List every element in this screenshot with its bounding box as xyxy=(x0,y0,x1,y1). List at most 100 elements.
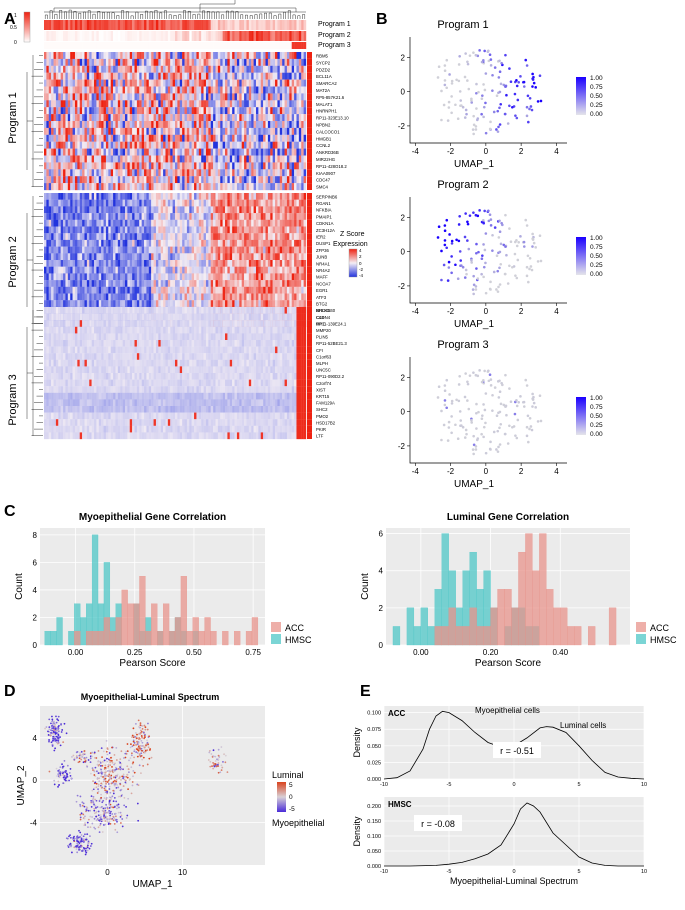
heatmap-cell xyxy=(165,114,169,122)
heatmap-cell xyxy=(225,307,228,314)
annotation-cell xyxy=(46,42,49,49)
heatmap-cell xyxy=(244,79,247,87)
heatmap-cell xyxy=(217,183,221,191)
heatmap-cell xyxy=(63,253,66,261)
heatmap-cell xyxy=(170,273,173,281)
heatmap-cell xyxy=(225,266,228,274)
heatmap-cell xyxy=(291,141,295,149)
annotation-cell xyxy=(186,31,190,41)
heatmap-cell xyxy=(175,127,178,135)
heatmap-cell xyxy=(241,183,245,191)
heatmap-cell xyxy=(244,286,247,294)
heatmap-cell xyxy=(284,52,288,60)
heatmap-cell xyxy=(217,155,221,163)
heatmap-cell xyxy=(136,266,140,274)
heatmap-cell xyxy=(251,127,254,135)
heatmap-cell xyxy=(51,72,54,80)
heatmap-cell xyxy=(246,293,249,301)
heatmap-cell xyxy=(291,246,295,254)
heatmap-cell xyxy=(84,162,88,170)
heatmap-cell xyxy=(148,72,152,80)
heatmap-cell xyxy=(72,280,76,287)
heatmap-cell xyxy=(165,169,169,177)
heatmap-cell xyxy=(60,107,64,115)
heatmap-cell xyxy=(220,219,223,227)
heatmap-cell xyxy=(110,226,114,234)
heatmap-cell xyxy=(203,273,207,281)
heatmap-cell xyxy=(113,100,116,108)
heatmap-cell xyxy=(229,280,233,287)
heatmap-cell xyxy=(115,79,118,87)
heatmap-cell xyxy=(289,239,292,247)
heatmap-cell xyxy=(298,307,302,314)
heatmap-cell xyxy=(303,226,307,234)
heatmap-cell xyxy=(158,239,161,247)
heatmap-cell xyxy=(270,206,273,214)
heatmap-cell xyxy=(160,300,164,308)
heatmap-cell xyxy=(134,141,138,149)
heatmap-cell xyxy=(222,253,226,261)
heatmap-cell xyxy=(79,226,83,234)
heatmap-cell xyxy=(296,148,300,156)
heatmap-cell xyxy=(146,253,149,261)
heatmap-cell xyxy=(144,307,147,314)
heatmap-cell xyxy=(165,155,169,163)
heatmap-cell xyxy=(98,176,102,184)
heatmap-cell xyxy=(284,86,288,94)
heatmap-cell xyxy=(58,226,61,234)
heatmap-cell xyxy=(203,162,207,170)
heatmap-cell xyxy=(101,206,104,214)
heatmap-cell xyxy=(172,199,176,207)
heatmap-cell xyxy=(208,199,211,207)
heatmap-cell xyxy=(124,239,128,247)
heatmap-cell xyxy=(263,293,266,301)
heatmap-cell xyxy=(303,233,307,241)
heatmap-cell xyxy=(289,286,292,294)
heatmap-cell xyxy=(205,162,209,170)
heatmap-cell xyxy=(210,107,214,115)
heatmap-cell xyxy=(175,226,178,234)
heatmap-cell xyxy=(98,52,102,60)
heatmap-cell xyxy=(58,79,61,87)
heatmap-cell xyxy=(186,121,190,129)
heatmap-cell xyxy=(194,58,197,66)
heatmap-cell xyxy=(279,148,283,156)
heatmap-cell xyxy=(236,266,240,274)
heatmap-cell xyxy=(122,239,126,247)
heatmap-cell xyxy=(117,253,121,261)
heatmap-cell xyxy=(265,79,269,87)
heatmap-cell xyxy=(286,127,290,135)
heatmap-cell xyxy=(248,79,252,87)
heatmap-cell xyxy=(163,307,166,314)
heatmap-cell xyxy=(108,79,111,87)
heatmap-cell xyxy=(182,79,185,87)
heatmap-cell xyxy=(179,307,183,314)
heatmap-cell xyxy=(60,260,64,267)
heatmap-cell xyxy=(48,79,52,87)
heatmap-cell xyxy=(255,121,259,129)
heatmap-cell xyxy=(215,79,219,87)
heatmap-cell xyxy=(91,246,95,254)
heatmap-cell xyxy=(82,313,85,321)
heatmap-cell xyxy=(163,239,166,247)
heatmap-cell xyxy=(96,199,99,207)
heatmap-cell xyxy=(84,86,88,94)
heatmap-cell xyxy=(101,127,104,135)
heatmap-cell xyxy=(208,233,211,241)
heatmap-cell xyxy=(260,233,264,241)
heatmap-cell xyxy=(258,193,261,200)
heatmap-cell xyxy=(244,176,247,184)
annotation-cell xyxy=(289,42,292,49)
heatmap-cell xyxy=(291,266,295,274)
heatmap-cell xyxy=(44,313,47,321)
heatmap-cell xyxy=(194,199,197,207)
heatmap-cell xyxy=(303,260,307,267)
annotation-cell xyxy=(260,42,264,49)
heatmap-cell xyxy=(72,52,76,60)
heatmap-cell xyxy=(284,193,288,200)
heatmap-cell xyxy=(275,107,278,115)
heatmap-cell xyxy=(86,65,90,73)
heatmap-cell xyxy=(105,141,109,149)
heatmap-cell xyxy=(279,300,283,308)
top-legend-tick: 0.5 xyxy=(10,25,17,31)
